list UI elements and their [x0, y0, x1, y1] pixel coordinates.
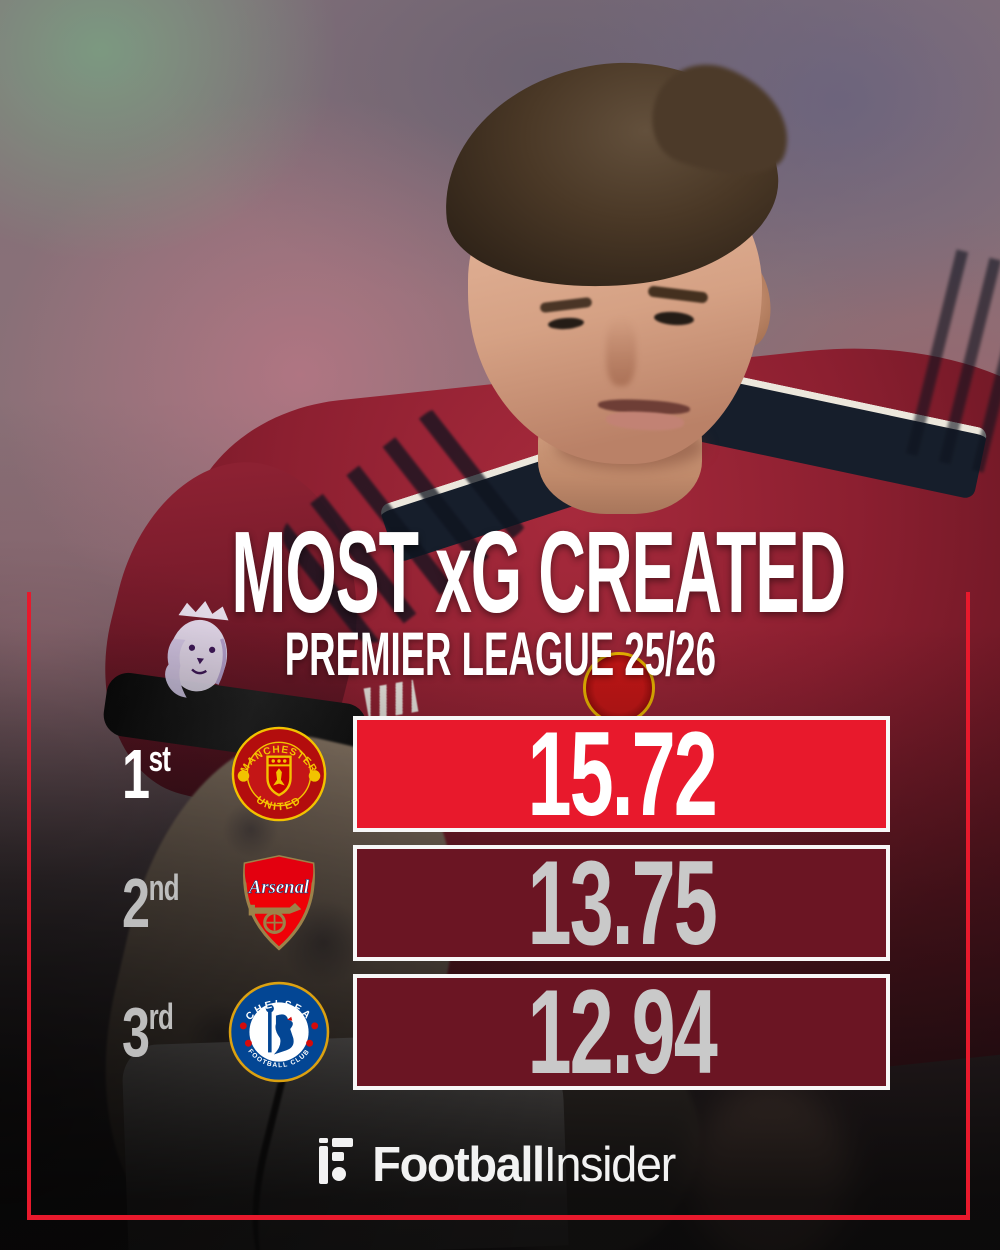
- page-title: MOST xG CREATED: [231, 507, 846, 637]
- arsenal-crest: Arsenal: [226, 845, 332, 961]
- ranking-row-chelsea: 3rd CHELSEA: [0, 965, 1000, 1099]
- manchester-united-crest-icon: MANCHESTER UNITED: [231, 726, 327, 822]
- football-insider-icon: [318, 1138, 353, 1184]
- rank-label-3rd: 3rd: [122, 993, 174, 1071]
- rank-label-1st: 1st: [122, 735, 171, 813]
- chelsea-crest: CHELSEA FOOTBALL CLUB: [226, 974, 332, 1090]
- frame-line-left: [27, 592, 31, 1220]
- brand-footer: FootballInsider: [0, 1130, 1000, 1200]
- brand-insider: Insider: [543, 1137, 677, 1192]
- xg-value-3: 12.94: [527, 965, 717, 1099]
- page-subtitle: PREMIER LEAGUE 25/26: [284, 620, 716, 688]
- header: MOST xG CREATED: [0, 514, 1000, 630]
- xg-value-2: 13.75: [527, 836, 717, 970]
- svg-text:Arsenal: Arsenal: [248, 877, 310, 898]
- brand-football: Football: [372, 1137, 545, 1192]
- chelsea-crest-icon: CHELSEA FOOTBALL CLUB: [228, 981, 330, 1083]
- brand-wordmark: FootballInsider: [372, 1137, 677, 1192]
- frame-line-bottom: [27, 1215, 970, 1220]
- svg-text:UNITED: UNITED: [254, 794, 304, 813]
- xg-bar-manchester-united: 15.72: [353, 707, 890, 841]
- arsenal-crest-icon: Arsenal: [243, 855, 315, 951]
- rank-label-2nd: 2nd: [122, 864, 180, 942]
- xg-value-1: 15.72: [527, 707, 717, 841]
- ranking-row-manchester-united: 1st MANCHESTER: [0, 707, 1000, 841]
- subheader: PREMIER LEAGUE 25/26: [0, 624, 1000, 685]
- xg-bar-chelsea: 12.94: [353, 965, 890, 1099]
- manchester-united-crest: MANCHESTER UNITED: [226, 716, 332, 832]
- xg-bar-arsenal: 13.75: [353, 836, 890, 970]
- ranking-row-arsenal: 2nd Arsenal 13.75: [0, 836, 1000, 970]
- frame-line-right: [966, 592, 970, 1220]
